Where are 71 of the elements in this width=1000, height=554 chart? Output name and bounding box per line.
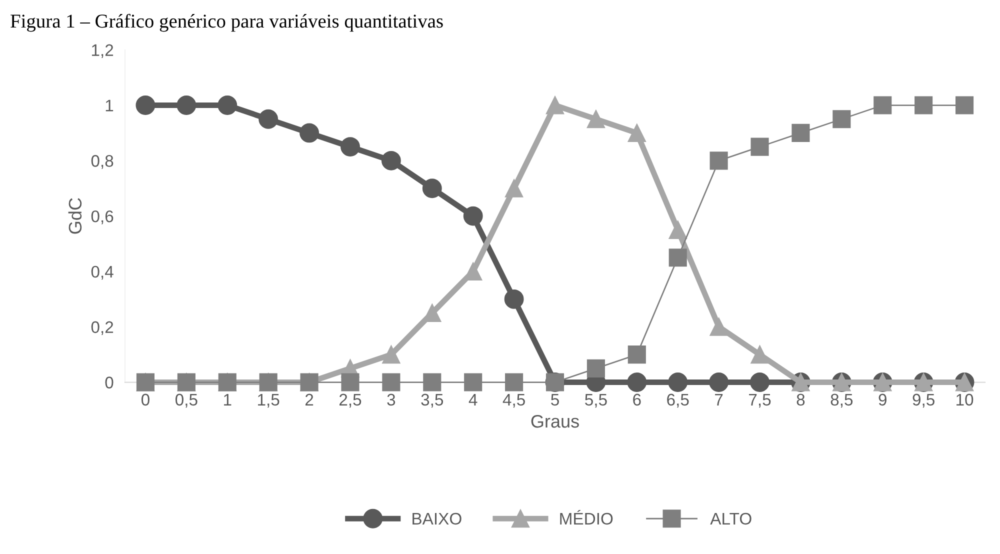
- point: [832, 110, 851, 128]
- y-tick-label: 0,4: [91, 266, 114, 280]
- point: [341, 373, 360, 392]
- point: [505, 179, 524, 198]
- point: [955, 96, 974, 114]
- x-tick-label: 8: [796, 394, 805, 406]
- point: [710, 318, 728, 336]
- point: [300, 123, 320, 143]
- point: [792, 124, 810, 142]
- x-tick-label: 6: [633, 394, 641, 406]
- point: [505, 373, 524, 392]
- point: [423, 373, 442, 392]
- point: [464, 373, 482, 392]
- x-tick-label: 4,5: [502, 394, 525, 408]
- x-tick-label: 2,5: [339, 394, 362, 408]
- point: [258, 109, 278, 129]
- point: [709, 372, 729, 392]
- x-tick-label: 6,5: [667, 394, 689, 408]
- point: [668, 372, 688, 392]
- x-tick-label: 1,5: [258, 394, 280, 408]
- legend-label: ALTO: [710, 512, 752, 525]
- x-axis-title: Graus: [531, 414, 579, 428]
- y-tick-label: 1: [106, 100, 114, 112]
- point: [914, 96, 933, 114]
- legend-label: BAIXO: [412, 512, 462, 525]
- point: [874, 96, 892, 114]
- y-tick-label: 0,8: [91, 155, 114, 169]
- x-tick-label: 7,5: [749, 394, 771, 408]
- legend-label: MÉDIO: [560, 510, 613, 525]
- point: [218, 96, 238, 115]
- x-tick-label: 0,5: [175, 394, 198, 408]
- x-tick-label: 5,5: [585, 394, 607, 408]
- point: [586, 110, 605, 128]
- point: [463, 206, 483, 226]
- y-tick-label: 1,2: [92, 44, 114, 58]
- point: [750, 138, 769, 156]
- y-tick-label: 0: [105, 376, 114, 388]
- point: [381, 150, 401, 170]
- x-tick-label: 5: [551, 394, 559, 406]
- point: [627, 372, 647, 392]
- point: [668, 248, 687, 267]
- point: [546, 96, 564, 114]
- y-axis-title: GdC: [68, 198, 82, 234]
- y-tick-label: 0,6: [91, 210, 114, 224]
- x-tick-label: 7: [715, 394, 723, 406]
- chart-title: Figura 1 – Gráfico genérico para variáveis quantitativas: [10, 14, 443, 32]
- point: [340, 137, 360, 157]
- point: [668, 220, 687, 239]
- x-tick-label: 9: [878, 394, 886, 406]
- y-tick-label: 0,2: [91, 321, 114, 336]
- x-tick-label: 2: [305, 394, 314, 406]
- point: [504, 289, 524, 309]
- x-tick-label: 3,5: [421, 394, 444, 408]
- point: [176, 96, 196, 115]
- point: [750, 346, 769, 364]
- x-tick-label: 1: [224, 394, 232, 406]
- point: [750, 372, 770, 392]
- x-tick-label: 0: [141, 394, 150, 406]
- point: [422, 178, 442, 198]
- x-tick-label: 3: [387, 394, 396, 406]
- point: [136, 96, 156, 115]
- x-tick-label: 4: [468, 394, 478, 406]
- point: [628, 124, 646, 142]
- point: [586, 359, 605, 378]
- point: [628, 346, 646, 364]
- point: [382, 346, 400, 364]
- point: [382, 373, 400, 392]
- x-tick-label: 9,5: [912, 394, 934, 408]
- x-tick-label: 10: [956, 394, 974, 406]
- point: [710, 152, 728, 170]
- x-tick-label: 8,5: [830, 394, 853, 408]
